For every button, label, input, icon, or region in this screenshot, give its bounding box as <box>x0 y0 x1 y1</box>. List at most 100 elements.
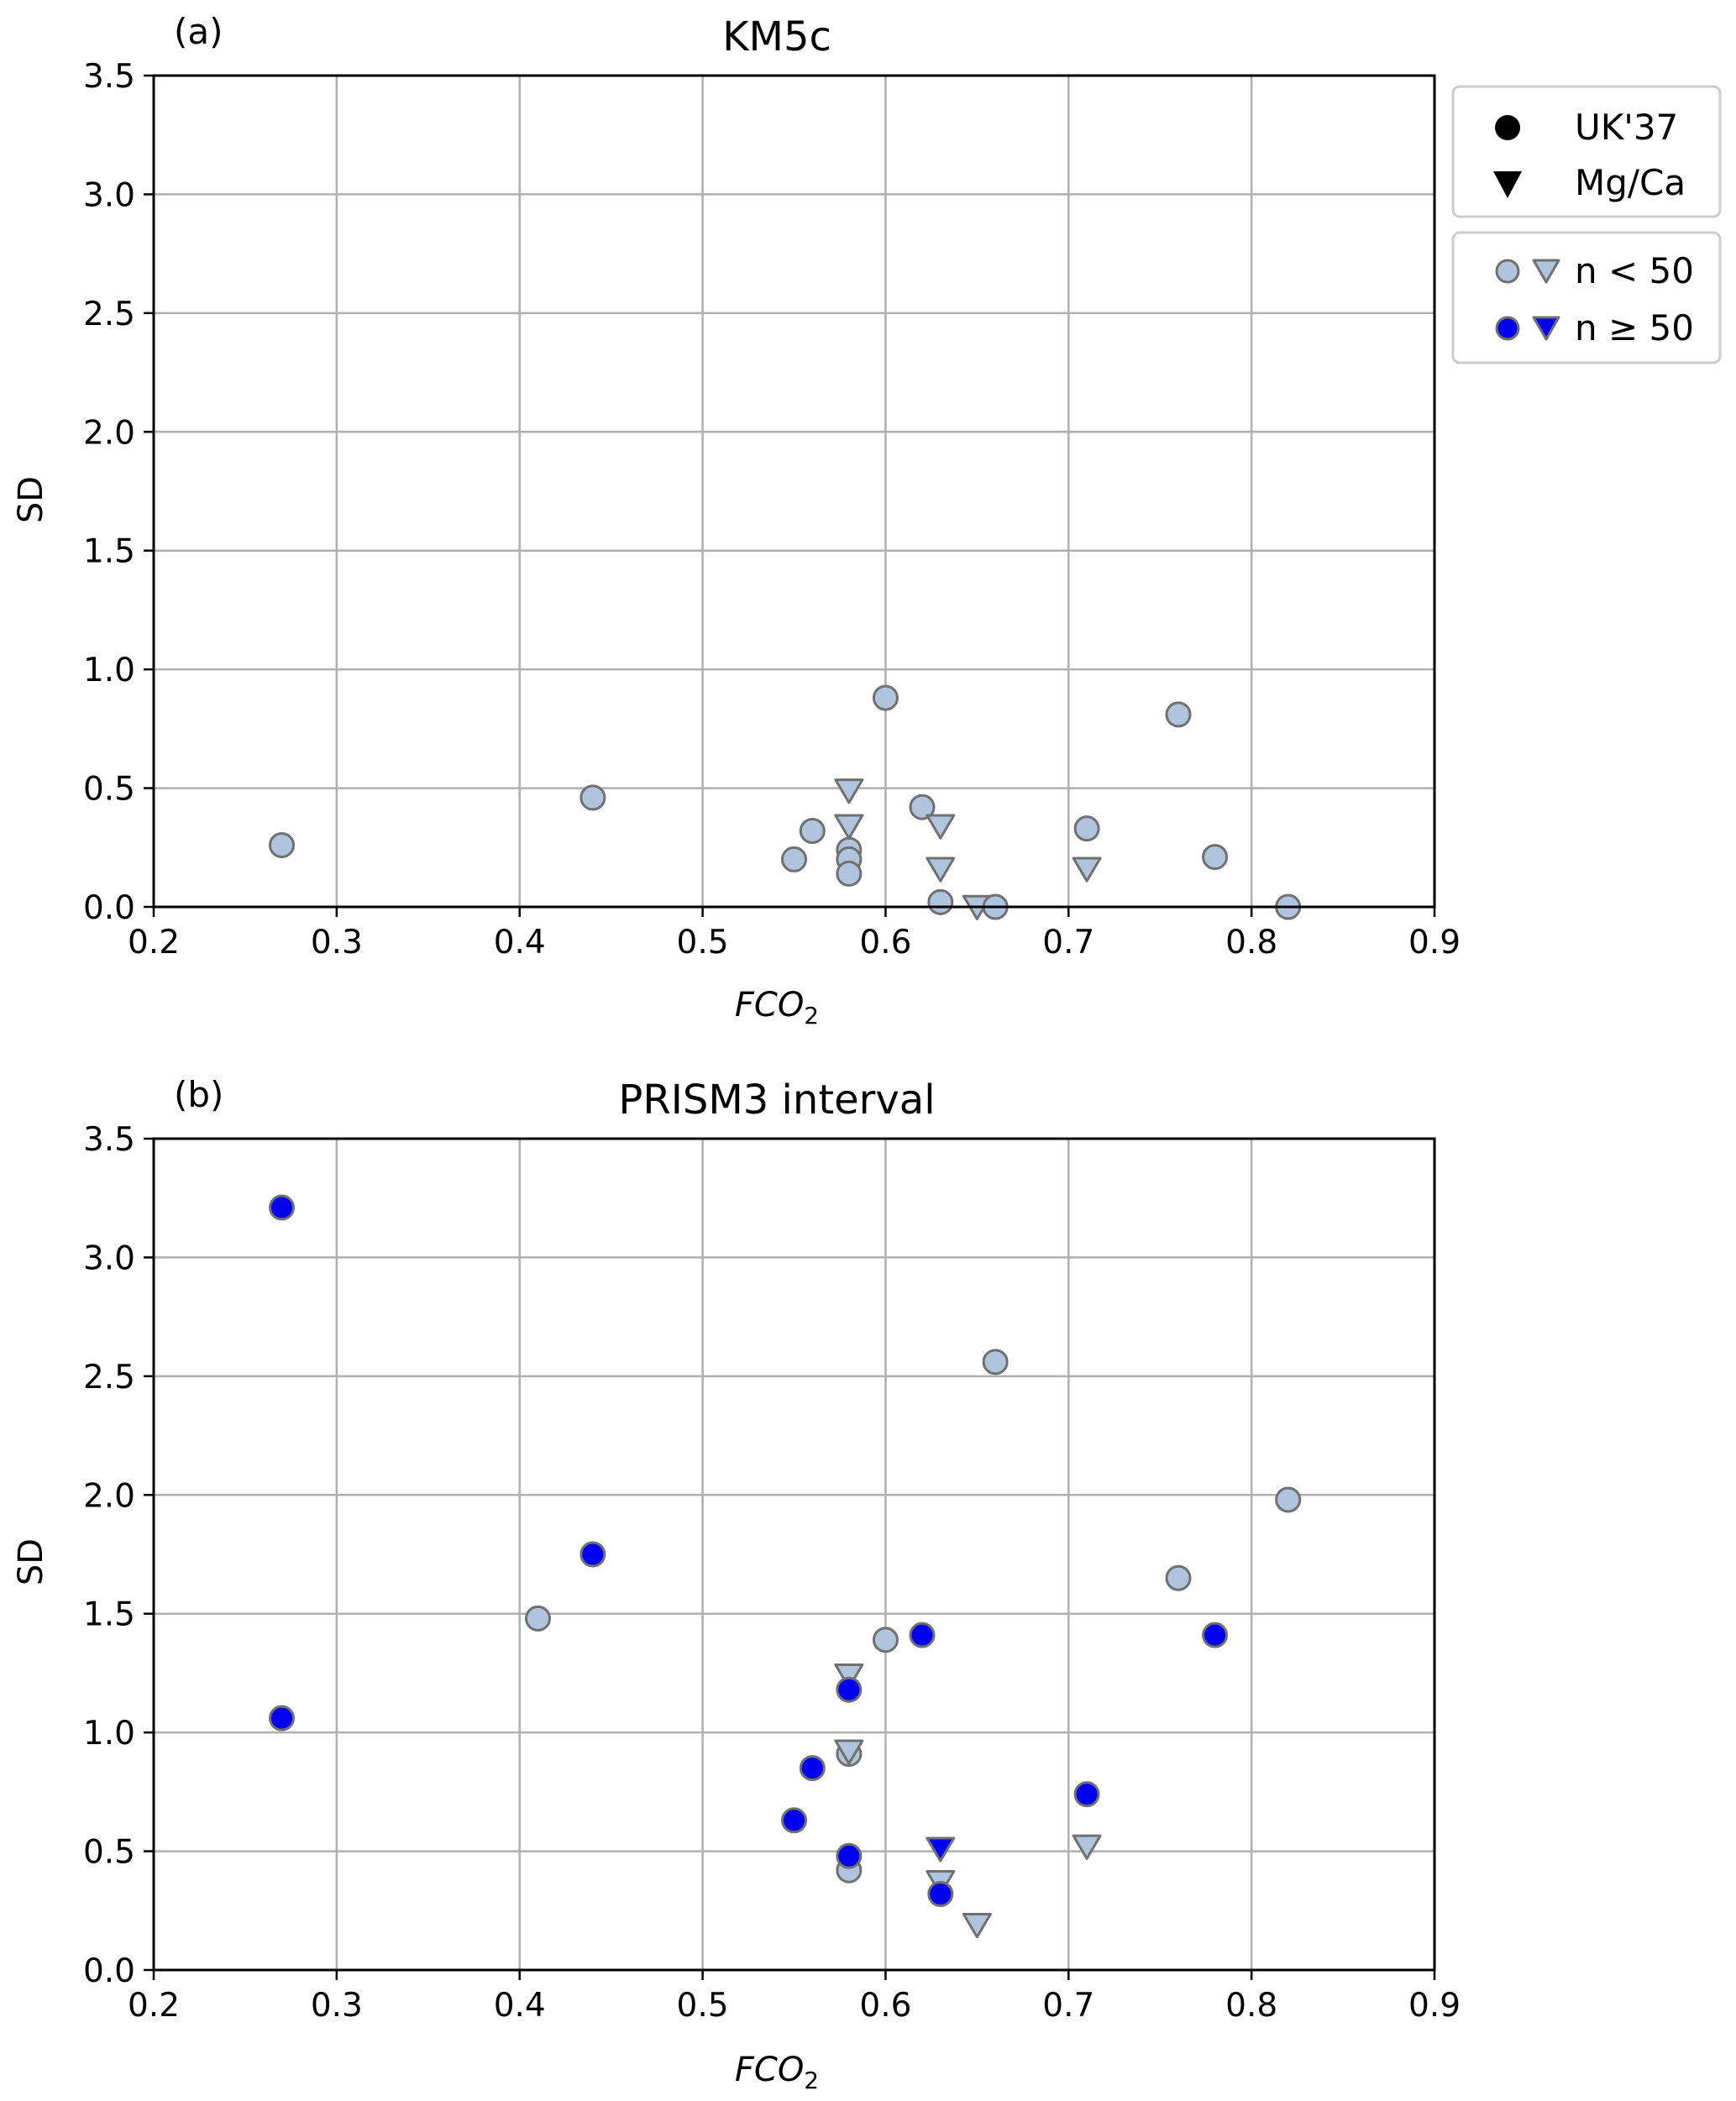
plot-area-a <box>152 74 1436 909</box>
y-axis-label-a: SD <box>12 476 50 523</box>
data-point-mgca <box>834 814 864 840</box>
y-tick-label: 2.5 <box>83 1359 135 1396</box>
legend-lt50-label: n < 50 <box>1575 250 1694 291</box>
chart-title-a: KM5c <box>722 13 831 60</box>
data-point-uk37 <box>781 846 807 872</box>
x-tick-label: 0.4 <box>494 1987 546 2025</box>
x-axis-label-b-sub: 2 <box>804 2067 819 2094</box>
data-point-uk37 <box>1165 701 1192 728</box>
data-point-mgca <box>926 814 956 840</box>
legend-ge50-triangle <box>1532 316 1560 341</box>
y-tick-label: 3.5 <box>83 58 135 96</box>
data-point-uk37 <box>1073 815 1100 842</box>
chart-title-b: PRISM3 interval <box>618 1077 935 1124</box>
data-point-uk37 <box>1202 844 1229 871</box>
data-point-uk37 <box>525 1605 551 1632</box>
x-tick-label: 0.6 <box>859 924 911 961</box>
y-tick-label: 2.0 <box>83 414 135 452</box>
x-axis-label-b: FCO2 <box>735 2051 819 2094</box>
y-tick-label: 1.5 <box>83 1596 135 1634</box>
data-point-uk37 <box>269 1705 295 1732</box>
x-tick-label: 0.5 <box>677 1987 729 2025</box>
legend-sample-size: n < 50 n ≥ 50 <box>1451 231 1722 364</box>
legend-lt50-circle <box>1495 259 1520 284</box>
x-tick-label: 0.2 <box>128 1987 180 2025</box>
legend-mgca-triangle <box>1493 171 1522 198</box>
data-point-uk37 <box>1165 1564 1192 1591</box>
data-point-uk37 <box>269 1194 295 1221</box>
data-point-uk37 <box>872 684 899 711</box>
y-tick-label: 3.0 <box>83 1239 135 1277</box>
data-point-uk37 <box>836 1842 863 1869</box>
ticks-a: 0.2 0.3 0.4 0.5 0.6 0.7 0.8 0.9 0.0 0.5 1.0 1.5 2.0 2… <box>83 58 1461 961</box>
panel-label-b: (b) <box>174 1074 223 1115</box>
panel-b: 0.2 0.3 0.4 0.5 0.6 0.7 0.8 0.9 0.0 0.5 1.0 1.5 2.0 2… <box>12 1074 1461 2094</box>
legend-lt50-triangle <box>1532 259 1560 284</box>
data-point-mgca <box>962 1912 992 1939</box>
ticks-b: 0.2 0.3 0.4 0.5 0.6 0.7 0.8 0.9 0.0 0.5 1.0 1.5 2.0 2… <box>83 1121 1461 2025</box>
data-point-mgca <box>834 1663 864 1690</box>
x-tick-label: 0.2 <box>128 924 180 961</box>
data-point-mgca <box>926 1836 956 1863</box>
data-point-uk37 <box>836 1676 863 1703</box>
y-tick-label: 2.5 <box>83 296 135 333</box>
x-tick-label: 0.9 <box>1408 924 1461 961</box>
grid-b <box>152 1137 1436 1972</box>
y-tick-label: 3.5 <box>83 1121 135 1159</box>
legend-marker-type: UK'37 Mg/Ca <box>1451 85 1722 218</box>
data-point-uk37 <box>781 1807 807 1834</box>
x-tick-label: 0.6 <box>859 1987 911 2025</box>
x-tick-label: 0.5 <box>677 924 729 961</box>
x-axis-label-a-sub: 2 <box>804 1002 819 1030</box>
data-point-uk37 <box>927 1880 954 1907</box>
points-b <box>269 1194 1302 1939</box>
data-point-uk37 <box>872 1627 899 1653</box>
data-point-uk37 <box>269 831 295 858</box>
points-a <box>269 684 1302 920</box>
y-tick-label: 1.0 <box>83 1715 135 1753</box>
y-tick-label: 2.0 <box>83 1477 135 1515</box>
grid-a <box>152 74 1436 909</box>
data-point-uk37 <box>799 1755 826 1782</box>
plot-area-b <box>152 1137 1436 1972</box>
data-point-uk37 <box>909 794 936 820</box>
data-point-uk37 <box>1275 1486 1302 1513</box>
x-tick-label: 0.4 <box>494 924 546 961</box>
legend-ge50-label: n ≥ 50 <box>1575 307 1694 348</box>
x-tick-label: 0.7 <box>1042 924 1094 961</box>
y-axis-label-b: SD <box>12 1538 50 1585</box>
panel-a: 0.2 0.3 0.4 0.5 0.6 0.7 0.8 0.9 0.0 0.5 1.0 1.5 2.0 2… <box>12 11 1461 1030</box>
legend-ge50-circle <box>1495 316 1520 341</box>
x-tick-label: 0.3 <box>311 924 363 961</box>
data-point-uk37 <box>1073 1781 1100 1808</box>
x-axis-label-a: FCO2 <box>735 986 819 1030</box>
data-point-mgca <box>926 857 956 883</box>
legend-uk37-circle <box>1495 115 1520 140</box>
data-point-mgca <box>834 778 864 804</box>
data-point-mgca <box>1072 1834 1102 1860</box>
data-point-uk37 <box>580 784 606 811</box>
data-point-uk37 <box>927 888 954 915</box>
data-point-uk37 <box>1202 1622 1229 1648</box>
data-point-uk37 <box>580 1541 606 1568</box>
x-axis-label-a-main: FCO <box>735 986 804 1024</box>
legend-marker-box <box>1451 85 1722 218</box>
x-tick-label: 0.8 <box>1225 924 1277 961</box>
panel-label-a: (a) <box>174 11 223 52</box>
legend-mgca-label: Mg/Ca <box>1575 162 1686 203</box>
data-point-uk37 <box>909 1622 936 1648</box>
x-axis-label-b-main: FCO <box>735 2051 804 2089</box>
legend-uk37-label: UK'37 <box>1575 107 1678 148</box>
y-tick-label: 3.0 <box>83 176 135 214</box>
y-tick-label: 1.0 <box>83 652 135 689</box>
x-tick-label: 0.9 <box>1408 1987 1461 2025</box>
legend-sample-box <box>1451 231 1722 364</box>
x-tick-label: 0.3 <box>311 1987 363 2025</box>
data-point-mgca <box>834 1739 864 1765</box>
data-point-uk37 <box>799 817 826 844</box>
y-tick-label: 0.0 <box>83 1952 135 1990</box>
data-point-uk37 <box>836 860 863 887</box>
y-tick-label: 0.5 <box>83 771 135 809</box>
y-tick-label: 1.5 <box>83 533 135 571</box>
